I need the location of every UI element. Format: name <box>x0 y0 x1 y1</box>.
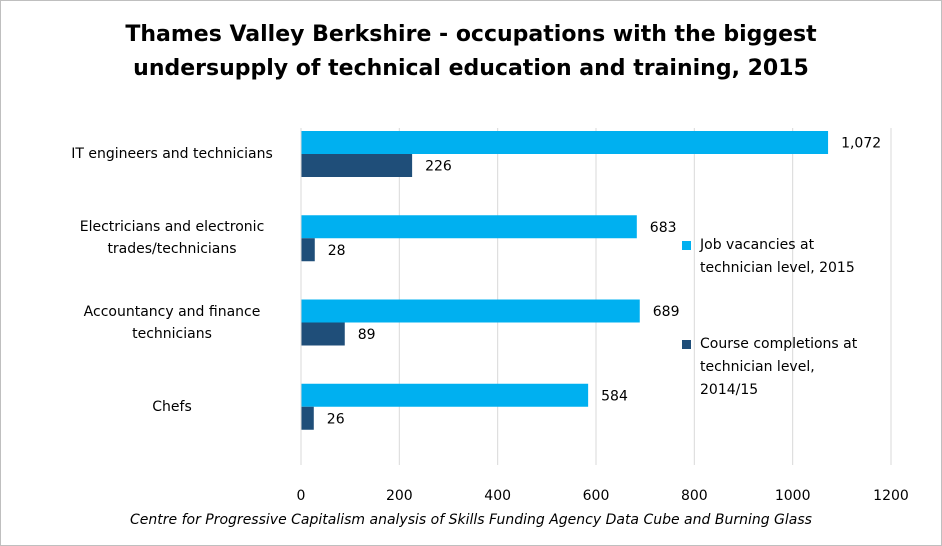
legend-label-line: Course completions at <box>700 336 858 352</box>
category-label: Accountancy and finance technicians <box>57 301 287 345</box>
data-label: 689 <box>653 304 680 320</box>
legend-item: Job vacancies at technician level, 2015 <box>682 234 882 280</box>
data-label: 584 <box>601 388 628 404</box>
chart-title: Thames Valley Berkshire - occupations wi… <box>0 18 942 86</box>
category-label-line: trades/technicians <box>107 241 237 258</box>
legend-label-line: Job vacancies at <box>700 237 815 253</box>
data-label: 683 <box>650 220 677 236</box>
x-tick-label: 1000 <box>775 488 811 504</box>
bar-course-completions <box>301 406 314 430</box>
legend-label-line: technician level, <box>700 359 815 375</box>
data-label: 26 <box>327 411 345 427</box>
legend-swatch <box>682 340 691 349</box>
bar-course-completions <box>301 154 413 177</box>
bar-job-vacancies <box>301 299 640 323</box>
bar-course-completions <box>301 322 345 346</box>
category-label-line: Accountancy and finance <box>83 303 261 320</box>
category-label-line: technicians <box>132 325 212 342</box>
legend-label-line: 2014/15 <box>700 382 759 398</box>
source-note: Centre for Progressive Capitalism analys… <box>130 512 812 528</box>
data-label: 28 <box>328 243 346 259</box>
data-label: 226 <box>425 159 452 175</box>
category-label: IT engineers and technicians <box>57 143 287 165</box>
bar-job-vacancies <box>301 215 637 239</box>
x-tick-label: 0 <box>297 488 306 504</box>
bar-job-vacancies <box>301 131 829 154</box>
x-tick-label: 200 <box>386 488 413 504</box>
chart-title-line-2: undersupply of technical education and t… <box>133 56 809 81</box>
x-tick-label: 600 <box>583 488 610 504</box>
data-label: 1,072 <box>841 136 881 152</box>
category-label-line: Chefs <box>152 398 192 415</box>
legend-label-line: technician level, 2015 <box>700 260 855 276</box>
legend-item: Course completions at technician level, 20… <box>682 333 882 402</box>
x-tick-label: 800 <box>681 488 708 504</box>
x-tick-label: 400 <box>484 488 511 504</box>
bar-course-completions <box>301 238 315 262</box>
category-label-line: Electricians and electronic <box>79 219 265 236</box>
legend-label: Course completions at technician level, 20… <box>700 333 890 402</box>
legend-label: Job vacancies at technician level, 2015 <box>700 234 890 280</box>
x-tick-label: 1200 <box>873 488 909 504</box>
legend-swatch <box>682 241 691 250</box>
chart-title-line-1: Thames Valley Berkshire - occupations wi… <box>125 22 817 47</box>
data-label: 89 <box>358 327 376 343</box>
category-label: Electricians and electronic trades/techni… <box>57 216 287 260</box>
category-label-line: IT engineers and technicians <box>71 146 273 162</box>
category-label: Chefs <box>57 396 287 418</box>
bar-job-vacancies <box>301 383 589 407</box>
